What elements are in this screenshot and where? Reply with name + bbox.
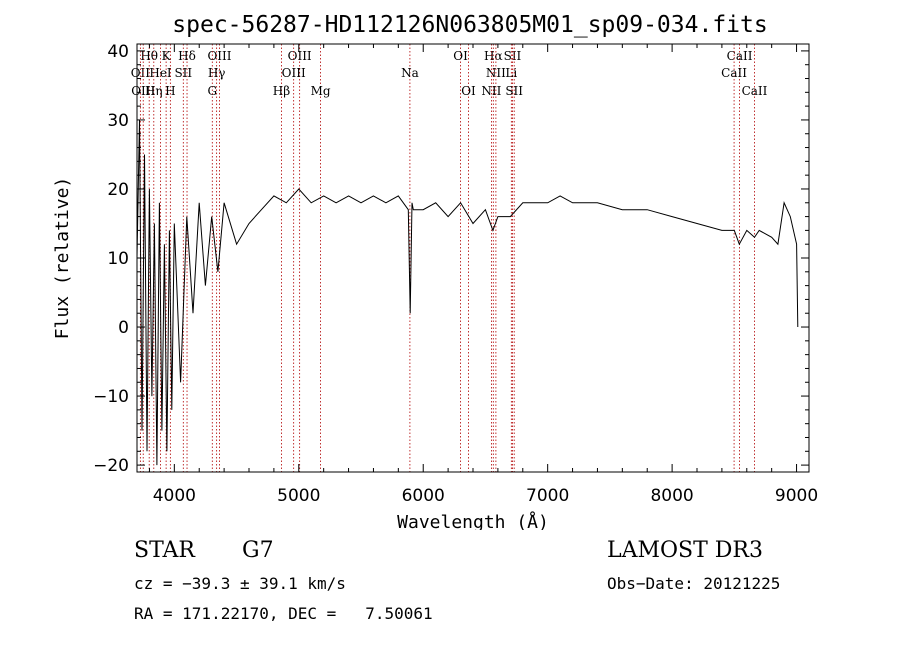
- line-marker-label: SII: [505, 84, 523, 98]
- flux-series: [137, 120, 798, 465]
- line-marker-label: NII: [481, 84, 501, 98]
- x-tick-label: 7000: [526, 486, 569, 506]
- coordinates: RA = 171.22170, DEC = 7.50061: [134, 604, 433, 623]
- line-marker-label: G: [207, 84, 217, 98]
- line-marker-label: SII: [174, 66, 192, 80]
- plot-frame: [137, 44, 809, 472]
- x-tick-label: 4000: [153, 486, 196, 506]
- x-axis: 4000 5000 6000 7000 8000 9000: [149, 44, 818, 506]
- line-marker-label: OIII: [207, 49, 231, 63]
- object-subclass: G7: [242, 538, 274, 563]
- line-marker-label: NII: [486, 66, 506, 80]
- object-class: STAR: [134, 538, 195, 563]
- y-tick-label: −20: [93, 456, 129, 476]
- line-marker-label: OII: [131, 66, 151, 80]
- x-tick-label: 5000: [277, 486, 320, 506]
- series-line-flux: [137, 120, 798, 465]
- line-marker-label: SII: [504, 49, 522, 63]
- line-marker-label: Hδ: [178, 49, 196, 63]
- line-marker-label: Hη: [145, 84, 163, 98]
- line-marker-label: OIII: [282, 66, 306, 80]
- redshift-velocity: cz = −39.3 ± 39.1 km/s: [134, 574, 346, 593]
- observation-date: Obs−Date: 20121225: [607, 574, 780, 593]
- x-axis-label: Wavelength (Å): [397, 511, 549, 530]
- line-marker-label: Li: [505, 66, 517, 80]
- x-tick-label: 6000: [402, 486, 445, 506]
- line-marker-label: Hα: [484, 49, 503, 63]
- line-marker-label: Na: [401, 66, 419, 80]
- y-tick-label: 10: [107, 249, 129, 269]
- chart-title: spec-56287-HD112126N063805M01_sp09-034.f…: [172, 12, 767, 38]
- spectrum-chart: spec-56287-HD112126N063805M01_sp09-034.f…: [0, 0, 900, 530]
- line-marker-label: OI: [453, 49, 468, 63]
- line-marker-label: CaII: [721, 66, 747, 80]
- line-marker-label: CaII: [742, 84, 768, 98]
- line-marker-label: OIII: [288, 49, 312, 63]
- y-axis-label: Flux (relative): [52, 177, 73, 340]
- survey-name: LAMOST DR3: [607, 538, 763, 563]
- line-marker-label: HeI: [149, 66, 172, 80]
- y-tick-label: −10: [93, 387, 129, 407]
- y-tick-label: 0: [118, 318, 129, 338]
- line-marker-label: Hγ: [208, 66, 226, 80]
- line-marker-label: CaII: [727, 49, 753, 63]
- x-tick-label: 8000: [650, 486, 693, 506]
- line-marker-label: Mg: [311, 84, 331, 98]
- y-tick-label: 40: [107, 42, 129, 62]
- line-marker-label: OI: [461, 84, 476, 98]
- y-tick-label: 30: [107, 111, 129, 131]
- y-axis: −20 −10 0 10 20 30 40: [93, 42, 809, 476]
- line-marker-label: Hβ: [273, 84, 290, 98]
- line-marker-label: H: [165, 84, 175, 98]
- x-tick-label: 9000: [775, 486, 818, 506]
- y-tick-label: 20: [107, 180, 129, 200]
